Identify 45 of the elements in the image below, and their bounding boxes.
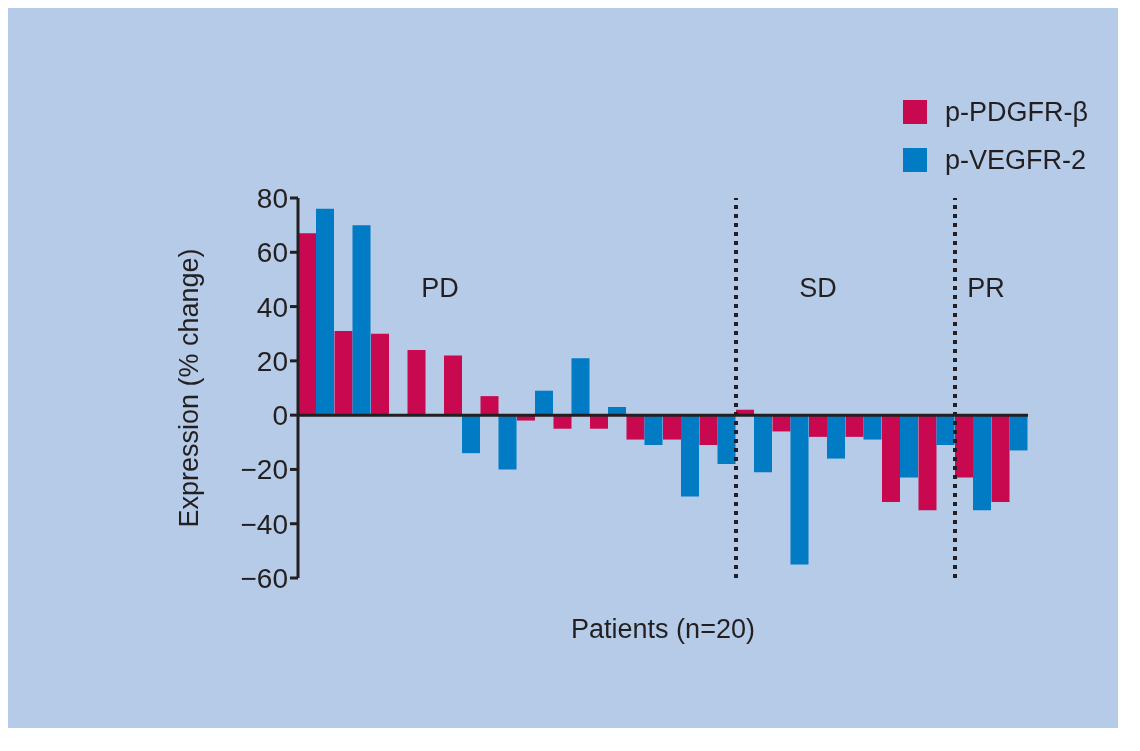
bar xyxy=(699,415,718,445)
bar xyxy=(462,415,480,454)
y-tick-label: 0 xyxy=(272,400,288,432)
bar xyxy=(973,415,991,511)
bar xyxy=(407,350,426,416)
bar xyxy=(663,415,681,440)
bar xyxy=(444,355,462,416)
bar xyxy=(955,415,973,478)
y-axis-title: Expression (% change) xyxy=(173,248,204,528)
bar xyxy=(790,415,809,565)
bar xyxy=(644,415,663,445)
bar xyxy=(809,415,827,437)
annotation: SD xyxy=(798,273,838,304)
bar xyxy=(535,390,553,416)
y-tick-label: −40 xyxy=(240,508,288,540)
bar xyxy=(626,415,645,440)
bar xyxy=(371,333,389,416)
bar xyxy=(352,225,371,416)
bar xyxy=(827,415,845,459)
bar xyxy=(717,415,736,464)
legend-label: p-VEGFR-2 xyxy=(944,144,1086,176)
bar xyxy=(845,415,864,437)
bar xyxy=(882,415,900,502)
bar xyxy=(316,208,334,416)
bar xyxy=(900,415,918,478)
bar xyxy=(918,415,937,511)
bar xyxy=(754,415,772,473)
bar xyxy=(480,396,499,416)
x-axis-title: Patients (n=20) xyxy=(571,614,755,644)
y-tick-label: −20 xyxy=(240,454,288,486)
annotation: PR xyxy=(966,273,1006,304)
y-tick-label: 60 xyxy=(256,237,288,269)
y-tick-label: 40 xyxy=(256,291,288,323)
bar xyxy=(334,331,353,416)
bar xyxy=(1009,415,1028,451)
annotation: PD xyxy=(420,273,460,304)
y-tick-label: 80 xyxy=(256,182,288,214)
y-tick-label: −60 xyxy=(240,562,288,594)
bar xyxy=(991,415,1010,502)
y-tick-label: 20 xyxy=(256,345,288,377)
bar xyxy=(571,358,590,416)
bar xyxy=(498,415,517,470)
legend-label: p-PDGFR-β xyxy=(944,96,1088,128)
bar xyxy=(863,415,882,440)
bar xyxy=(681,415,699,497)
